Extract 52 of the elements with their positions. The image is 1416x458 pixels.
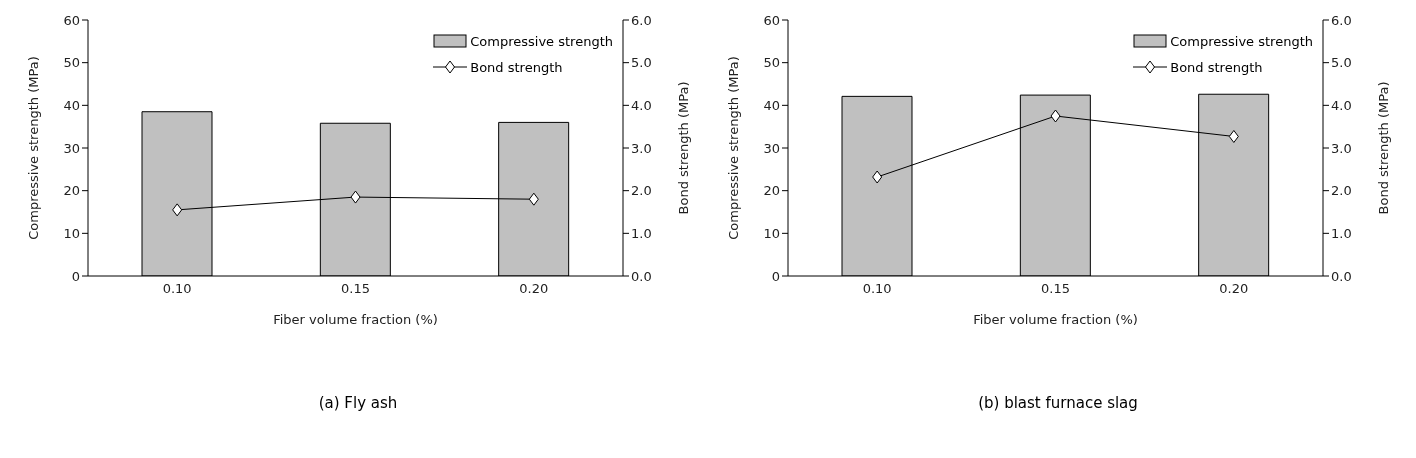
point (872, 170, 883, 184)
y2-tick-label: 2.0 (631, 183, 652, 199)
y-tick-label: 30 (763, 140, 780, 156)
y2-tick-label: 4.0 (631, 97, 652, 113)
legend-label: Bond strength (1170, 59, 1263, 75)
y-tick-label: 60 (63, 12, 80, 28)
y2-tick-label: 1.0 (1331, 225, 1352, 241)
y2-tick-label: 4.0 (1331, 97, 1352, 113)
x-tick-label: 0.20 (519, 281, 549, 297)
y2-axis-title: Bond strength (MPa) (1375, 81, 1391, 215)
x-tick-label: 0.10 (162, 281, 192, 297)
y-tick-label: 30 (63, 140, 80, 156)
x-axis-title: Fiber volume fraction (%) (973, 312, 1138, 327)
y-tick-label: 0 (71, 268, 80, 284)
x-tick-label: 0.15 (1041, 281, 1070, 297)
y2-tick-label: 3.0 (631, 140, 652, 156)
y-tick-label: 50 (63, 55, 80, 71)
y2-tick-label: 3.0 (1331, 140, 1352, 156)
y-tick-label: 10 (763, 225, 780, 241)
y-axis-title: Compressive strength (MPa) (725, 56, 741, 240)
y2-axis-title: Bond strength (MPa) (675, 81, 691, 215)
y2-tick-label: 5.0 (631, 55, 652, 71)
y2-tick-label: 6.0 (631, 12, 652, 28)
point (1050, 109, 1061, 123)
y-tick-label: 60 (763, 12, 780, 28)
y-axis-title: Compressive strength (MPa) (25, 56, 41, 240)
y-tick-label: 10 (63, 225, 80, 241)
point (350, 190, 361, 204)
text: (a) Fly ash (317, 394, 399, 412)
legend-label: Compressive strength (470, 33, 613, 49)
y-tick-label: 0 (771, 268, 780, 284)
x-tick-label: 0.10 (862, 281, 892, 297)
x-axis-title: Fiber volume fraction (%) (273, 312, 438, 327)
y-tick-label: 20 (63, 183, 80, 199)
x-tick-label: 0.15 (341, 281, 370, 297)
y2-tick-label: 1.0 (631, 225, 652, 241)
text: (b) blast furnace slag (977, 394, 1139, 412)
point (528, 192, 539, 206)
y2-tick-label: 0.0 (1331, 268, 1352, 284)
y2-tick-label: 2.0 (1331, 183, 1352, 199)
y2-tick-label: 6.0 (1331, 12, 1352, 28)
y2-tick-label: 0.0 (631, 268, 652, 284)
point (1228, 129, 1239, 143)
point (172, 203, 183, 217)
y2-tick-label: 5.0 (1331, 55, 1352, 71)
y-tick-label: 20 (763, 183, 780, 199)
legend-label: Bond strength (470, 59, 563, 75)
y-tick-label: 50 (763, 55, 780, 71)
x-tick-label: 0.20 (1219, 281, 1249, 297)
legend-label: Compressive strength (1170, 33, 1313, 49)
y-tick-label: 40 (763, 97, 780, 113)
y-tick-label: 40 (63, 97, 80, 113)
